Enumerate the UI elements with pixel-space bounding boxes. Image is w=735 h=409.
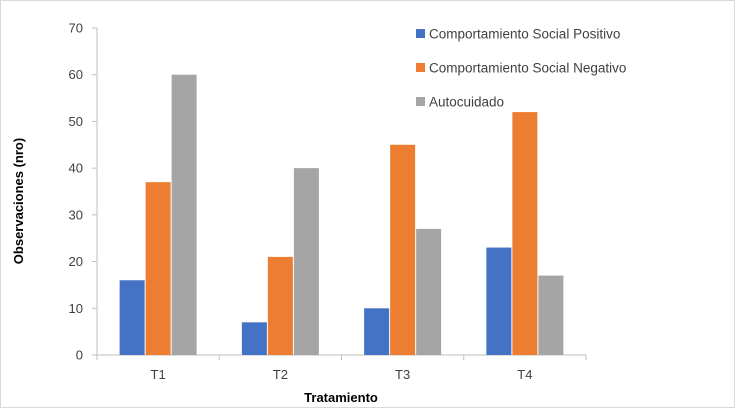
bar xyxy=(390,144,416,355)
y-tick-label: 50 xyxy=(69,114,83,129)
bar xyxy=(171,74,197,355)
y-axis-title: Observaciones (nro) xyxy=(11,138,26,264)
bar xyxy=(119,280,145,355)
bar xyxy=(416,228,442,355)
bars xyxy=(119,74,564,355)
x-tick-label: T4 xyxy=(517,367,532,382)
bar xyxy=(145,182,171,355)
y-tick-label: 20 xyxy=(69,254,83,269)
bar xyxy=(512,112,538,355)
y-tick-label: 70 xyxy=(69,21,83,36)
y-tick-label: 10 xyxy=(69,301,83,316)
legend-label: Comportamiento Social Positivo xyxy=(429,27,620,42)
legend-swatch xyxy=(416,29,425,38)
legend-label: Autocuidado xyxy=(429,95,504,110)
y-tick-label: 60 xyxy=(69,67,83,82)
y-tick-label: 0 xyxy=(76,348,83,363)
x-tick-label: T3 xyxy=(395,367,410,382)
legend-swatch xyxy=(416,97,425,106)
x-axis: T1 T2 T3 T4 xyxy=(96,354,587,382)
legend-label: Comportamiento Social Negativo xyxy=(429,61,626,76)
bar xyxy=(538,275,564,355)
bar xyxy=(364,308,390,355)
legend: Comportamiento Social Positivo Comportami… xyxy=(416,27,626,110)
bar xyxy=(486,247,512,355)
x-tick-label: T1 xyxy=(151,367,166,382)
y-axis: 0 10 20 30 40 50 60 70 xyxy=(69,21,98,363)
y-tick-label: 40 xyxy=(69,161,83,176)
y-tick-label: 30 xyxy=(69,207,83,222)
bar xyxy=(267,256,293,355)
legend-swatch xyxy=(416,63,425,72)
bar xyxy=(293,168,319,355)
x-tick-label: T2 xyxy=(273,367,288,382)
x-axis-title: Tratamiento xyxy=(304,390,378,405)
bar xyxy=(241,322,267,355)
